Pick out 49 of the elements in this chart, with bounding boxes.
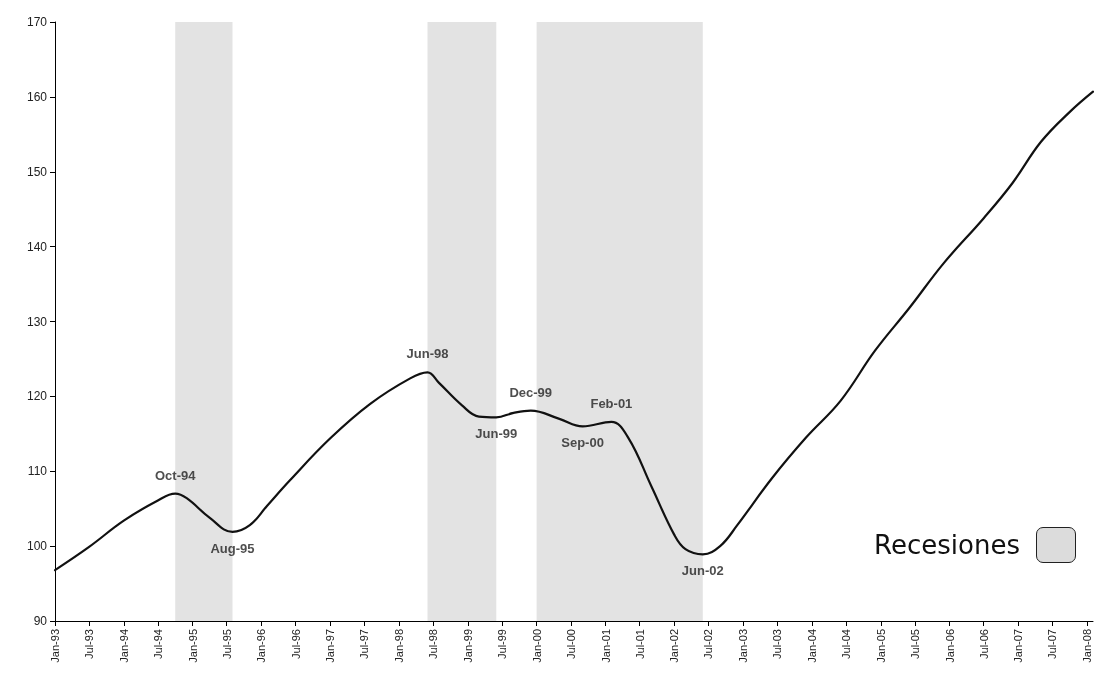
x-tick-label: Jul-98 [427, 629, 440, 659]
x-tick-label: Jul-99 [495, 629, 508, 659]
x-tick-label: Jan-94 [117, 629, 130, 663]
annotation: Feb-01 [590, 395, 633, 411]
x-tick-label: Jan-98 [393, 629, 406, 663]
y-tick-label: 110 [27, 464, 48, 479]
x-tick-label: Jan-93 [49, 629, 61, 663]
x-tick-label: Jul-94 [151, 629, 164, 659]
annotation: Jun-02 [681, 563, 724, 579]
x-tick-label: Jul-06 [977, 629, 990, 659]
x-tick-label: Jan-03 [737, 629, 750, 663]
x-tick-label: Jan-00 [530, 629, 543, 663]
x-tick-label: Jan-06 [943, 629, 956, 663]
annotation: Oct-94 [154, 467, 197, 483]
x-tick-label: Jan-97 [324, 629, 337, 663]
x-tick-label: Jul-93 [83, 629, 96, 659]
x-tick-label: Jul-97 [358, 629, 371, 659]
x-tick-label: Jul-07 [1046, 629, 1059, 659]
x-tick-label: Jan-01 [599, 629, 612, 663]
y-tick-label: 120 [26, 389, 48, 404]
annotation: Jun-99 [475, 426, 518, 442]
y-tick-label: 130 [26, 314, 48, 329]
x-tick-label: Jul-00 [564, 629, 577, 659]
x-tick-label: Jan-07 [1012, 629, 1025, 663]
x-tick-label: Jul-02 [702, 629, 715, 659]
x-tick-label: Jul-05 [908, 629, 921, 659]
x-tick-label: Jan-02 [668, 629, 681, 663]
x-tick-label: Jan-08 [1081, 629, 1094, 663]
x-tick-label: Jul-96 [289, 629, 302, 659]
y-tick-label: 150 [26, 164, 48, 179]
annotation: Recesiones [874, 530, 1020, 560]
x-tick-label: Jan-96 [255, 629, 268, 663]
x-tick-label: Jul-03 [771, 629, 784, 659]
annotation: Dec-99 [509, 384, 553, 400]
x-tick-label: Jul-01 [633, 629, 646, 659]
x-tick-label: Jan-99 [461, 629, 474, 663]
x-tick-label: Jan-95 [186, 629, 199, 663]
y-tick-label: 170 [26, 15, 48, 29]
annotation: Jun-98 [406, 346, 449, 362]
annotation: Sep-00 [561, 435, 604, 451]
x-tick-label: Jan-05 [874, 629, 887, 663]
y-tick-label: 160 [26, 89, 48, 104]
x-tick-label: Jul-95 [220, 629, 233, 659]
x-tick-label: Jul-04 [840, 629, 853, 659]
x-tick-label: Jan-04 [805, 629, 818, 663]
annotation: Aug-95 [210, 540, 255, 556]
y-tick-label: 140 [26, 239, 48, 254]
y-tick-label: 90 [33, 614, 48, 628]
y-tick-label: 100 [26, 539, 48, 554]
